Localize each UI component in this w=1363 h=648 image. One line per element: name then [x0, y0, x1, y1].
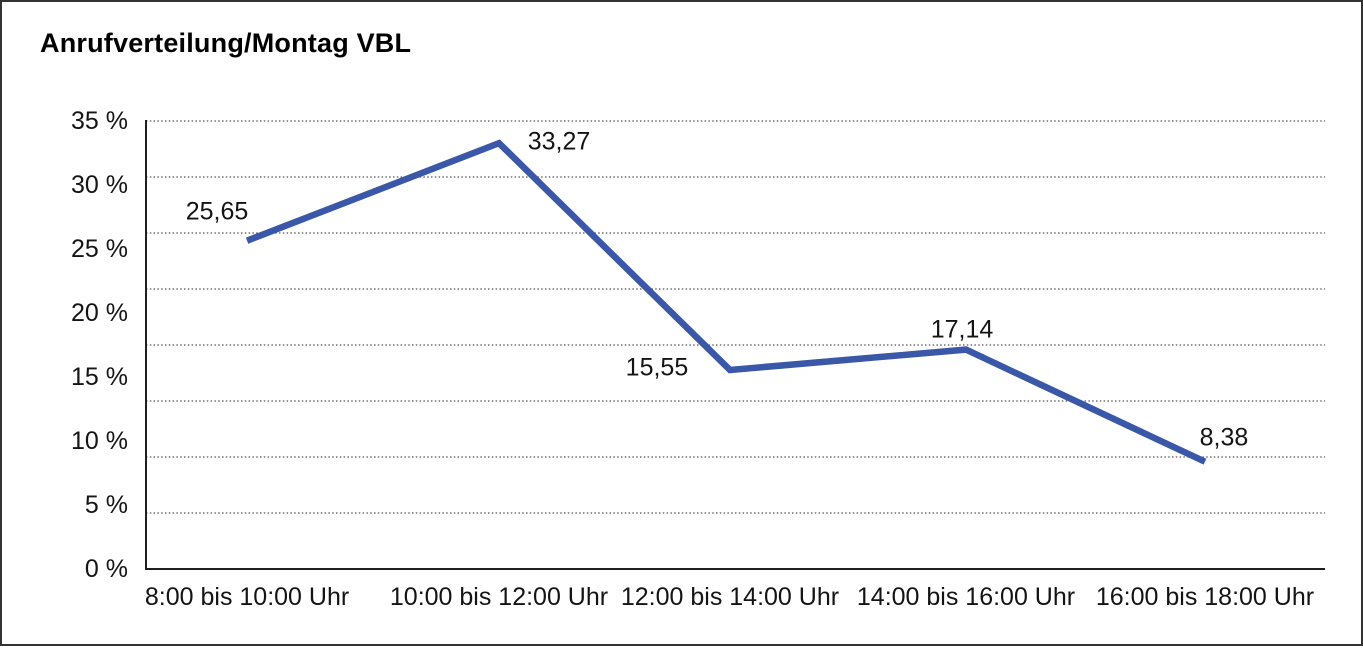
series-line [245, 139, 1207, 465]
y-tick-label: 30 % [71, 171, 128, 199]
x-tick-label: 8:00 bis 10:00 Uhr [144, 583, 350, 611]
y-tick-label: 0 % [84, 555, 128, 583]
data-point-label: 15,55 [625, 353, 689, 382]
y-tick-label: 25 % [71, 235, 128, 263]
x-tick-label: 14:00 bis 16:00 Uhr [856, 583, 1076, 611]
data-point-label: 25,65 [185, 197, 249, 226]
data-point-label: 33,27 [527, 127, 591, 156]
y-tick-label: 35 % [71, 107, 128, 135]
y-tick-label: 5 % [84, 491, 128, 519]
x-tick-label: 16:00 bis 18:00 Uhr [1095, 583, 1315, 611]
data-point-label: 17,14 [930, 315, 994, 344]
y-tick-label: 20 % [71, 299, 128, 327]
data-point-label: 8,38 [1199, 423, 1249, 452]
x-tick-label: 10:00 bis 12:00 Uhr [389, 583, 609, 611]
chart-title: Anrufverteilung/Montag VBL [40, 28, 412, 58]
y-tick-label: 10 % [71, 427, 128, 455]
y-tick-label: 15 % [71, 363, 128, 391]
x-tick-label: 12:00 bis 14:00 Uhr [620, 583, 840, 611]
